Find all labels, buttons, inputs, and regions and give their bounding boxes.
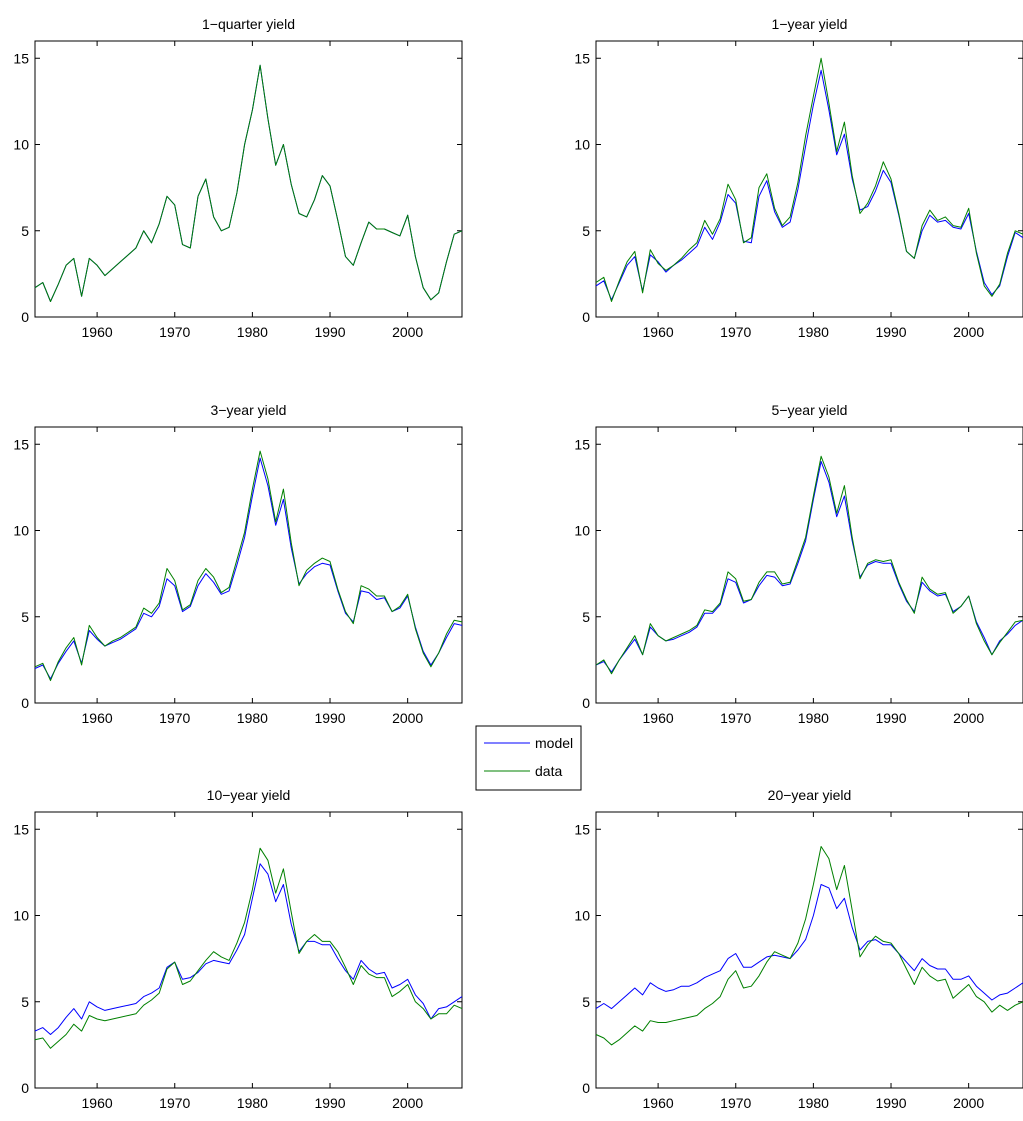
y-tick-label: 15	[574, 50, 590, 66]
x-tick-label: 1970	[720, 710, 751, 726]
series-line-data	[34, 450, 463, 682]
y-tick-label: 10	[574, 137, 590, 153]
y-tick-label: 15	[574, 821, 590, 837]
x-tick-label: 1970	[720, 1095, 751, 1111]
series-line-model	[34, 863, 463, 1035]
y-tick-label: 5	[21, 609, 29, 625]
subplot-title: 20−year yield	[768, 787, 852, 803]
x-tick-label: 1960	[82, 324, 113, 340]
subplot-title: 1−year yield	[772, 16, 848, 32]
y-tick-label: 10	[574, 908, 590, 924]
series-line-model	[595, 884, 1023, 1010]
series-line-data	[595, 846, 1023, 1046]
y-tick-label: 10	[13, 908, 29, 924]
x-tick-label: 1970	[720, 324, 751, 340]
series-line-data	[34, 847, 463, 1049]
subplot-title: 5−year yield	[772, 402, 848, 418]
y-tick-label: 5	[21, 994, 29, 1010]
series-line-data	[595, 455, 1023, 675]
y-tick-label: 15	[13, 50, 29, 66]
axes-frame	[595, 811, 1023, 1089]
x-tick-label: 1990	[314, 1095, 345, 1111]
legend-label-data: data	[535, 763, 562, 779]
y-tick-label: 5	[582, 609, 590, 625]
x-tick-label: 1980	[798, 324, 829, 340]
y-tick-label: 0	[582, 1080, 590, 1096]
y-tick-label: 10	[13, 137, 29, 153]
x-tick-label: 1980	[237, 710, 268, 726]
axes-frame	[34, 811, 463, 1089]
axes-frame	[34, 426, 463, 704]
subplot-1: 1−quarter yield 1960 1970 1980 1990 2000 0 5 10 1…	[13, 16, 463, 340]
series-line-data	[34, 64, 463, 302]
x-tick-label: 1970	[159, 1095, 190, 1111]
series-line-model	[595, 69, 1023, 301]
x-tick-label: 1990	[875, 324, 906, 340]
subplot-title: 3−year yield	[211, 402, 287, 418]
subplot-6: 20−year yield 1960 1970 1980 1990 2000 0 5 10 15	[574, 787, 1023, 1111]
x-tick-label: 1960	[643, 710, 674, 726]
subplot-2: 1−year yield 1960 1970 1980 1990 2000 0 5 10 15	[574, 16, 1023, 340]
x-tick-label: 1960	[643, 1095, 674, 1111]
x-tick-label: 1990	[314, 324, 345, 340]
y-tick-label: 0	[582, 695, 590, 711]
subplot-4: 5−year yield 1960 1970 1980 1990 2000 0 5 10 15	[574, 402, 1023, 726]
x-tick-label: 1980	[237, 324, 268, 340]
x-tick-label: 1960	[643, 324, 674, 340]
y-tick-label: 10	[13, 523, 29, 539]
x-tick-label: 1980	[798, 1095, 829, 1111]
axes-frame	[34, 40, 463, 318]
x-tick-label: 1960	[82, 1095, 113, 1111]
x-tick-label: 1970	[159, 710, 190, 726]
y-tick-label: 15	[574, 436, 590, 452]
subplot-title: 10−year yield	[207, 787, 291, 803]
y-tick-label: 5	[582, 994, 590, 1010]
legend-box	[475, 725, 582, 791]
y-tick-label: 0	[582, 309, 590, 325]
x-tick-label: 1960	[82, 710, 113, 726]
x-tick-label: 1980	[237, 1095, 268, 1111]
x-tick-label: 1990	[875, 710, 906, 726]
subplot-5: 10−year yield 1960 1970 1980 1990 2000 0 5 10 15	[13, 787, 463, 1111]
legend: model data	[475, 725, 582, 791]
subplot-3: 3−year yield 1960 1970 1980 1990 2000 0 5 10 15	[13, 402, 463, 726]
x-tick-label: 2000	[392, 324, 423, 340]
y-tick-label: 0	[21, 695, 29, 711]
x-tick-label: 2000	[392, 710, 423, 726]
y-tick-label: 0	[21, 309, 29, 325]
y-tick-label: 10	[574, 523, 590, 539]
x-tick-label: 2000	[953, 710, 984, 726]
x-tick-label: 2000	[392, 1095, 423, 1111]
series-line-data	[595, 57, 1023, 302]
y-tick-label: 5	[582, 223, 590, 239]
y-tick-label: 15	[13, 436, 29, 452]
axes-frame	[595, 40, 1023, 318]
x-tick-label: 2000	[953, 1095, 984, 1111]
x-tick-label: 1970	[159, 324, 190, 340]
subplot-title: 1−quarter yield	[202, 16, 295, 32]
y-tick-label: 5	[21, 223, 29, 239]
x-tick-label: 1990	[314, 710, 345, 726]
y-tick-label: 0	[21, 1080, 29, 1096]
y-tick-label: 15	[13, 821, 29, 837]
x-tick-label: 2000	[953, 324, 984, 340]
legend-label-model: model	[535, 735, 573, 751]
x-tick-label: 1980	[798, 710, 829, 726]
axes-frame	[595, 426, 1023, 704]
x-tick-label: 1990	[875, 1095, 906, 1111]
